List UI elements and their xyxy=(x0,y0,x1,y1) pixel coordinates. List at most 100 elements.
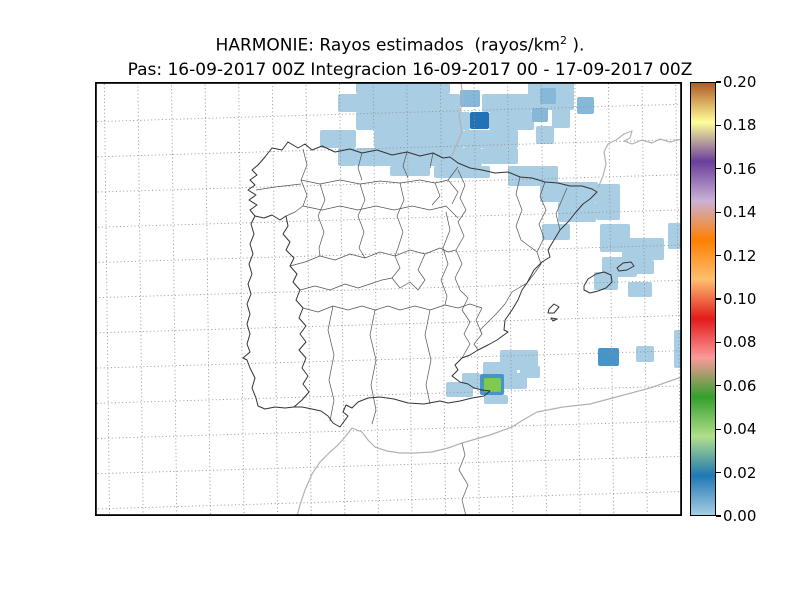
colorbar-tick-mark xyxy=(716,515,721,517)
lightning-cell xyxy=(356,112,470,130)
colorbar-tick-mark xyxy=(716,211,721,213)
colorbar-tick-mark xyxy=(716,298,721,300)
lightning-cell xyxy=(464,130,518,148)
graticule-line xyxy=(204,82,212,516)
colorbar-tick-label: 0.08 xyxy=(723,333,757,352)
graticule-line xyxy=(137,82,144,516)
lightning-cell xyxy=(484,378,501,392)
france-atlantic-coast xyxy=(451,82,464,157)
lightning-cell xyxy=(489,112,534,130)
neighbor-coastlines xyxy=(296,82,682,516)
province-borders xyxy=(255,148,568,425)
colorbar-tick-label: 0.10 xyxy=(723,290,757,308)
colorbar-tick-label: 0.14 xyxy=(723,203,757,222)
africa-atlantic-coast xyxy=(296,427,353,516)
graticule-line xyxy=(641,82,648,516)
lightning-cell xyxy=(674,330,682,368)
graticule-line xyxy=(95,279,682,299)
colorbar-tick-label: 0.20 xyxy=(723,73,757,91)
lightning-cell xyxy=(390,166,430,176)
portugal-spain-border xyxy=(254,214,310,408)
lightning-cell xyxy=(484,395,508,404)
lightning-cell xyxy=(500,373,527,389)
lightning-cell xyxy=(508,166,558,186)
lightning-cell xyxy=(374,130,464,148)
graticule-line xyxy=(95,455,682,475)
colorbar-tick-label: 0.00 xyxy=(723,507,757,525)
graticule-line xyxy=(95,209,682,229)
colorbar-tick-mark xyxy=(716,81,721,83)
lightning-cell xyxy=(356,148,482,166)
coastlines xyxy=(242,141,635,428)
graticule-line xyxy=(95,385,682,405)
lightning-cell xyxy=(628,282,652,297)
graticule-line xyxy=(305,82,312,516)
menorca-island xyxy=(616,261,635,272)
lightning-cell xyxy=(552,108,570,128)
graticule-line xyxy=(95,420,682,440)
graticule-line xyxy=(95,244,682,264)
lightning-cell xyxy=(540,88,556,104)
lightning-cell xyxy=(596,184,620,220)
colorbar-tick-mark xyxy=(716,168,721,170)
lightning-cell xyxy=(636,346,654,362)
graticule-grid xyxy=(95,82,682,516)
lightning-cells-layer xyxy=(320,82,682,404)
lightning-cell xyxy=(320,130,356,148)
lightning-cell xyxy=(434,166,490,178)
colorbar: 0.20 0.18 0.16 0.14 0.12 0.10 0.08 0.06 0.04 0.02… xyxy=(690,74,756,524)
mallorca-island xyxy=(583,271,613,294)
lightning-cell xyxy=(338,94,460,112)
colorbar-tick-mark xyxy=(716,255,721,257)
lightning-cell xyxy=(622,238,664,260)
colorbar-tick-mark xyxy=(716,124,721,127)
spain-portugal-coastline xyxy=(242,141,598,428)
map-frame xyxy=(95,82,682,516)
lightning-cell xyxy=(482,94,532,112)
lightning-cell xyxy=(668,223,682,249)
graticule-line xyxy=(95,490,682,510)
graticule-line xyxy=(406,82,413,516)
graticule-line xyxy=(372,82,380,516)
france-mediterranean-coast xyxy=(597,130,682,189)
graticule-line xyxy=(674,82,682,516)
graticule-line xyxy=(607,82,615,516)
graticule-line xyxy=(95,138,682,158)
foreign-borders xyxy=(458,442,469,516)
map-plot xyxy=(95,82,682,516)
graticule-line xyxy=(95,349,682,369)
lightning-cell xyxy=(630,260,654,274)
lightning-cell xyxy=(598,348,619,366)
lightning-cell xyxy=(558,202,596,222)
title-suffix: ). xyxy=(567,35,585,56)
ibiza-island xyxy=(547,303,560,314)
title-text: HARMONIE: Rayos estimados (rayos/km xyxy=(215,35,561,56)
lightning-cell xyxy=(532,108,548,122)
lightning-cell xyxy=(446,382,473,397)
lightning-cell xyxy=(356,82,450,94)
graticule-line xyxy=(271,82,279,516)
graticule-line xyxy=(473,82,480,516)
colorbar-tick-label: 0.12 xyxy=(723,246,757,265)
colorbar-tick-label: 0.06 xyxy=(723,376,757,395)
graticule-line xyxy=(103,82,111,516)
graticule-line xyxy=(338,82,346,516)
lightning-cell xyxy=(594,272,618,290)
chart-title: HARMONIE: Rayos estimados (rayos/km2 ). xyxy=(0,34,800,56)
colorbar-tick-label: 0.16 xyxy=(723,159,757,178)
morocco-algeria-border xyxy=(458,442,469,516)
lightning-cell xyxy=(577,97,594,114)
lightning-cell xyxy=(542,224,570,240)
colorbar-tick-mark xyxy=(716,385,721,387)
graticule-line xyxy=(238,82,245,516)
graticule-line xyxy=(170,82,178,516)
lightning-cell xyxy=(470,112,489,129)
lightning-cell xyxy=(460,90,480,107)
lightning-cell xyxy=(536,126,554,144)
africa-mediterranean-coast xyxy=(351,376,682,454)
colorbar-gradient xyxy=(690,82,716,516)
colorbar-tick-mark xyxy=(716,472,721,474)
colorbar-tick-label: 0.18 xyxy=(723,116,757,135)
formentera-island xyxy=(550,317,558,322)
